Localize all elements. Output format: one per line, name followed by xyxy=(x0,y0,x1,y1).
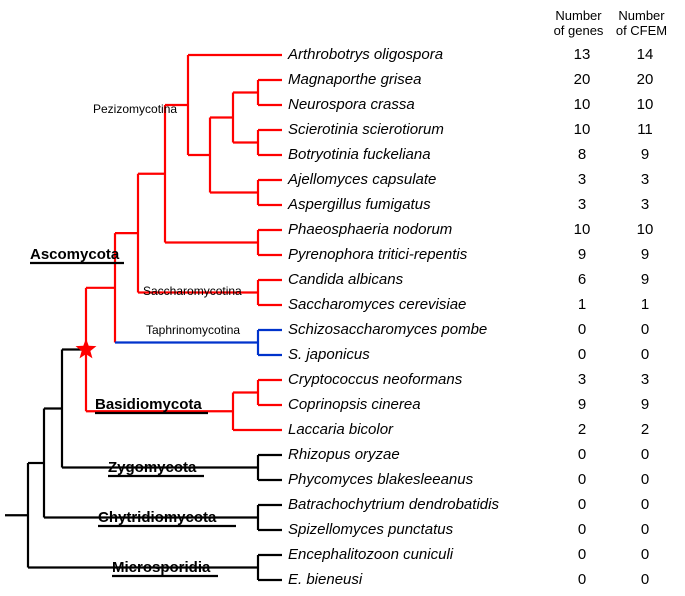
genes-value: 10 xyxy=(562,121,602,138)
species-label: Coprinopsis cinerea xyxy=(288,396,421,413)
genes-value: 3 xyxy=(562,171,602,188)
cfem-value: 11 xyxy=(625,121,665,138)
subphylum-saccharomycotina: Saccharomycotina xyxy=(143,284,242,298)
genes-value: 0 xyxy=(562,571,602,588)
cfem-value: 0 xyxy=(625,496,665,513)
genes-value: 0 xyxy=(562,496,602,513)
cfem-value: 3 xyxy=(625,371,665,388)
phylum-zygomycota: Zygomycota xyxy=(108,459,196,476)
genes-value: 0 xyxy=(562,321,602,338)
subphylum-pezizomycotina: Pezizomycotina xyxy=(93,102,177,116)
species-label: Cryptococcus neoformans xyxy=(288,371,462,388)
cfem-value: 9 xyxy=(625,246,665,263)
genes-value: 2 xyxy=(562,421,602,438)
genes-value: 0 xyxy=(562,546,602,563)
species-label: Aspergillus fumigatus xyxy=(288,196,431,213)
species-label: Laccaria bicolor xyxy=(288,421,393,438)
cfem-value: 1 xyxy=(625,296,665,313)
genes-value: 3 xyxy=(562,196,602,213)
cfem-value: 2 xyxy=(625,421,665,438)
genes-value: 0 xyxy=(562,521,602,538)
cfem-value: 14 xyxy=(625,46,665,63)
phylum-chytridiomycota: Chytridiomycota xyxy=(98,509,216,526)
header-genes-l2: of genes xyxy=(551,23,606,39)
header-cfem-l2: of CFEM xyxy=(614,23,669,39)
cfem-value: 9 xyxy=(625,271,665,288)
species-label: Candida albicans xyxy=(288,271,403,288)
cfem-value: 9 xyxy=(625,146,665,163)
genes-value: 10 xyxy=(562,96,602,113)
cfem-value: 10 xyxy=(625,221,665,238)
genes-value: 13 xyxy=(562,46,602,63)
cfem-value: 9 xyxy=(625,396,665,413)
header-genes-l1: Number xyxy=(551,8,606,24)
cfem-value: 0 xyxy=(625,521,665,538)
genes-value: 6 xyxy=(562,271,602,288)
cfem-value: 3 xyxy=(625,196,665,213)
species-label: Schizosaccharomyces pombe xyxy=(288,321,487,338)
genes-value: 8 xyxy=(562,146,602,163)
genes-value: 0 xyxy=(562,471,602,488)
cfem-value: 0 xyxy=(625,346,665,363)
cfem-value: 10 xyxy=(625,96,665,113)
cfem-value: 0 xyxy=(625,321,665,338)
species-label: Ajellomyces capsulate xyxy=(288,171,436,188)
genes-value: 3 xyxy=(562,371,602,388)
subphylum-taphrinomycotina: Taphrinomycotina xyxy=(146,323,240,337)
species-label: Phycomyces blakesleeanus xyxy=(288,471,473,488)
species-label: Saccharomyces cerevisiae xyxy=(288,296,466,313)
genes-value: 1 xyxy=(562,296,602,313)
genes-value: 9 xyxy=(562,246,602,263)
species-label: Botryotinia fuckeliana xyxy=(288,146,431,163)
species-label: Arthrobotrys oligospora xyxy=(288,46,443,63)
cfem-value: 3 xyxy=(625,171,665,188)
species-label: Scierotinia scierotiorum xyxy=(288,121,444,138)
genes-value: 10 xyxy=(562,221,602,238)
species-label: Magnaporthe grisea xyxy=(288,71,421,88)
cfem-value: 0 xyxy=(625,546,665,563)
species-label: Encephalitozoon cuniculi xyxy=(288,546,453,563)
phylum-basidiomycota: Basidiomycota xyxy=(95,396,202,413)
genes-value: 0 xyxy=(562,446,602,463)
cfem-value: 20 xyxy=(625,71,665,88)
species-label: Pyrenophora tritici-repentis xyxy=(288,246,467,263)
species-label: Neurospora crassa xyxy=(288,96,415,113)
phylum-ascomycota: Ascomycota xyxy=(30,246,119,263)
cfem-value: 0 xyxy=(625,471,665,488)
header-cfem-l1: Number xyxy=(614,8,669,24)
species-label: Rhizopus oryzae xyxy=(288,446,400,463)
phylum-microsporidia: Microsporidia xyxy=(112,559,210,576)
species-label: S. japonicus xyxy=(288,346,370,363)
species-label: Spizellomyces punctatus xyxy=(288,521,453,538)
species-label: Batrachochytrium dendrobatidis xyxy=(288,496,499,513)
genes-value: 9 xyxy=(562,396,602,413)
genes-value: 20 xyxy=(562,71,602,88)
cfem-value: 0 xyxy=(625,446,665,463)
species-label: E. bieneusi xyxy=(288,571,362,588)
cfem-value: 0 xyxy=(625,571,665,588)
genes-value: 0 xyxy=(562,346,602,363)
species-label: Phaeosphaeria nodorum xyxy=(288,221,452,238)
